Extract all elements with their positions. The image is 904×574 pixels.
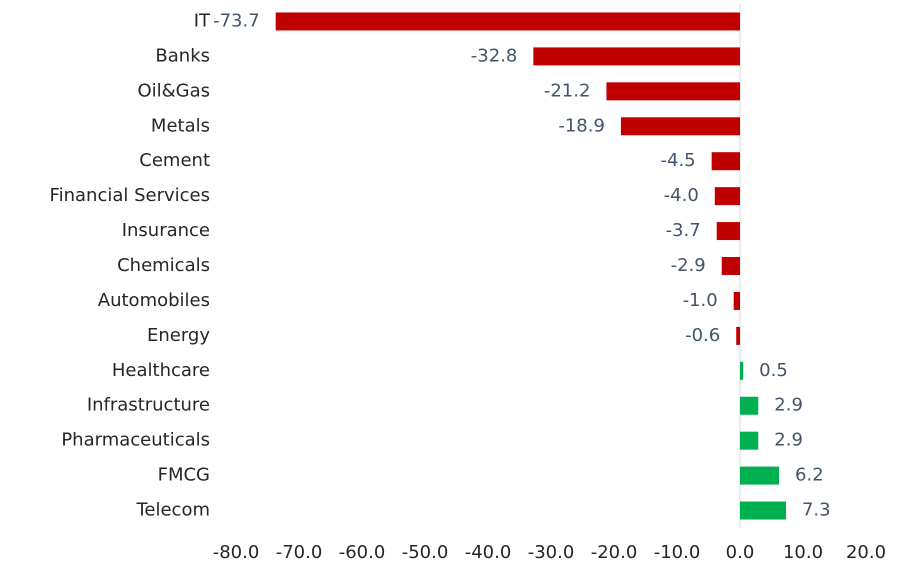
value-label: -4.5	[661, 150, 696, 171]
bar	[740, 501, 786, 520]
value-label: -2.9	[671, 255, 706, 276]
bar	[740, 466, 780, 485]
bar	[733, 291, 740, 310]
x-tick-label: 20.0	[846, 542, 886, 563]
category-label: Energy	[147, 325, 210, 346]
bar	[533, 47, 740, 66]
x-tick-label: -40.0	[465, 542, 512, 563]
bar	[711, 152, 740, 171]
value-label: -32.8	[471, 45, 518, 66]
category-label: Infrastructure	[87, 395, 210, 416]
category-label: FMCG	[158, 465, 210, 486]
category-label: Healthcare	[112, 360, 210, 381]
value-label: -21.2	[544, 80, 591, 101]
category-label: Financial Services	[50, 185, 210, 206]
bar	[620, 117, 740, 136]
value-label: 2.9	[774, 430, 803, 451]
bar	[714, 187, 740, 206]
value-label: -3.7	[666, 220, 701, 241]
bar	[740, 361, 744, 380]
value-label: 2.9	[774, 395, 803, 416]
x-tick-label: -50.0	[402, 542, 449, 563]
value-label: -4.0	[664, 185, 699, 206]
x-tick-label: -20.0	[591, 542, 638, 563]
x-tick-label: -30.0	[528, 542, 575, 563]
x-tick-label: -70.0	[276, 542, 323, 563]
x-tick-label: 0.0	[726, 542, 755, 563]
value-label: 0.5	[759, 360, 788, 381]
category-label: Metals	[151, 115, 210, 136]
category-label: Pharmaceuticals	[61, 430, 210, 451]
bar	[721, 257, 740, 275]
bar	[740, 396, 759, 415]
bar	[716, 222, 740, 241]
category-label: Oil&Gas	[137, 80, 210, 101]
category-label: Chemicals	[117, 255, 210, 276]
x-tick-label: -10.0	[654, 542, 701, 563]
category-label: Automobiles	[98, 290, 210, 311]
x-tick-label: -80.0	[213, 542, 260, 563]
bar	[275, 12, 740, 31]
value-label: -1.0	[683, 290, 718, 311]
bar	[740, 431, 759, 450]
x-tick-label: -60.0	[339, 542, 386, 563]
value-label: -18.9	[558, 115, 605, 136]
bar	[606, 82, 740, 101]
category-label: IT	[194, 10, 211, 31]
value-label: 6.2	[795, 465, 824, 486]
bar	[736, 326, 740, 345]
value-label: -0.6	[685, 325, 720, 346]
value-label: -73.7	[213, 10, 260, 31]
category-label: Telecom	[135, 500, 210, 521]
category-label: Cement	[139, 150, 210, 171]
x-tick-label: 10.0	[783, 542, 823, 563]
value-label: 7.3	[802, 500, 831, 521]
category-label: Banks	[155, 45, 210, 66]
category-label: Insurance	[122, 220, 210, 241]
